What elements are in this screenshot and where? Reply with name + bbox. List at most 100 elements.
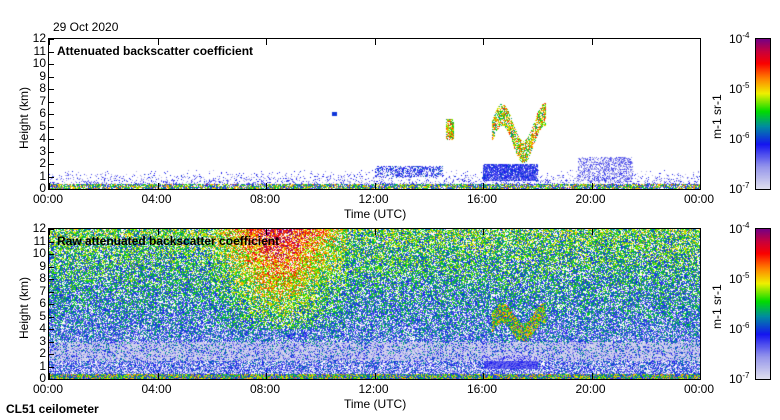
y-tick-label: 1 bbox=[39, 358, 46, 373]
colorbar-tick-exp: -4 bbox=[742, 221, 750, 230]
x-tick-label: 04:00 bbox=[141, 192, 172, 206]
x-axis-label: Time (UTC) bbox=[344, 207, 407, 221]
x-tick bbox=[700, 39, 701, 45]
colorbar-tick-label: 10-6 bbox=[729, 321, 749, 336]
x-tick-label: 00:00 bbox=[684, 192, 715, 206]
y-tick-label: 0 bbox=[39, 181, 46, 195]
y-tick bbox=[49, 176, 54, 178]
x-tick-label: 04:00 bbox=[141, 382, 172, 396]
x-tick-label: 20:00 bbox=[575, 382, 606, 396]
y-tick-label: 3 bbox=[39, 143, 46, 158]
colorbar-tick-exp: -6 bbox=[742, 321, 750, 330]
x-tick bbox=[591, 373, 593, 379]
x-tick bbox=[266, 229, 267, 235]
y-tick-label: 6 bbox=[39, 106, 46, 120]
y-tick bbox=[49, 51, 54, 53]
x-tick bbox=[700, 229, 701, 235]
colorbar-tick-base: 10 bbox=[729, 182, 743, 196]
x-tick bbox=[266, 373, 267, 379]
colorbar-tick-label: 10-7 bbox=[729, 371, 749, 386]
y-tick-label: 9 bbox=[39, 258, 46, 273]
y-tick bbox=[49, 366, 54, 368]
y-tick bbox=[49, 279, 54, 280]
x-tick bbox=[157, 183, 159, 189]
x-tick bbox=[374, 39, 376, 45]
y-tick bbox=[49, 229, 54, 230]
x-tick-label: 08:00 bbox=[250, 192, 281, 206]
y-tick-label: 1 bbox=[39, 168, 46, 183]
x-tick bbox=[700, 183, 701, 189]
y-tick bbox=[49, 304, 54, 305]
x-tick bbox=[49, 373, 50, 379]
y-tick bbox=[49, 39, 54, 40]
x-tick bbox=[157, 229, 159, 235]
y-tick-label: 6 bbox=[39, 296, 46, 310]
y-tick-label: 7 bbox=[39, 283, 46, 298]
y-tick-label: 9 bbox=[39, 68, 46, 83]
y-tick-label: 4 bbox=[39, 321, 46, 335]
instrument-label: CL51 ceilometer bbox=[6, 402, 99, 416]
x-tick bbox=[374, 183, 376, 189]
y-tick-label: 4 bbox=[39, 131, 46, 145]
x-tick-label: 12:00 bbox=[358, 382, 389, 396]
x-tick-label: 16:00 bbox=[467, 192, 498, 206]
colorbar-tick-exp: -7 bbox=[742, 371, 750, 380]
y-tick-label: 8 bbox=[39, 81, 46, 95]
y-tick bbox=[49, 341, 54, 343]
colorbar-tick-label: 10-6 bbox=[729, 131, 749, 146]
colorbar-tick-base: 10 bbox=[729, 82, 743, 96]
heatmap-canvas bbox=[49, 229, 700, 379]
colorbar-tick-exp: -5 bbox=[742, 271, 750, 280]
y-tick bbox=[49, 329, 54, 330]
y-tick bbox=[49, 139, 54, 140]
colorbar-frame bbox=[755, 38, 771, 190]
colorbar-tick-label: 10-7 bbox=[729, 181, 749, 196]
y-tick bbox=[49, 64, 54, 65]
x-tick bbox=[266, 183, 267, 189]
x-tick bbox=[483, 183, 484, 189]
colorbar-tick-exp: -4 bbox=[742, 31, 750, 40]
plot-frame bbox=[48, 38, 701, 190]
y-axis-label: Height (km) bbox=[17, 276, 31, 339]
colorbar bbox=[756, 229, 770, 379]
x-tick-label: 20:00 bbox=[575, 192, 606, 206]
y-tick bbox=[49, 254, 54, 255]
x-tick bbox=[591, 229, 593, 235]
colorbar-tick-base: 10 bbox=[729, 272, 743, 286]
y-tick-label: 5 bbox=[39, 118, 46, 133]
y-tick-label: 11 bbox=[33, 233, 46, 248]
y-tick-label: 7 bbox=[39, 93, 46, 108]
y-tick-label: 2 bbox=[39, 156, 46, 170]
y-tick bbox=[49, 164, 54, 165]
x-tick bbox=[483, 39, 484, 45]
x-tick bbox=[591, 39, 593, 45]
colorbar-label: m-1 sr-1 bbox=[710, 94, 724, 139]
colorbar-label: m-1 sr-1 bbox=[710, 284, 724, 329]
colorbar-tick-base: 10 bbox=[729, 372, 743, 386]
y-tick bbox=[49, 114, 54, 115]
y-tick bbox=[49, 354, 54, 355]
y-tick-label: 10 bbox=[32, 56, 46, 70]
y-tick-label: 5 bbox=[39, 308, 46, 323]
y-tick-label: 3 bbox=[39, 333, 46, 348]
heatmap-canvas bbox=[49, 39, 700, 189]
colorbar bbox=[756, 39, 770, 189]
plot-title: Attenuated backscatter coefficient bbox=[57, 44, 254, 58]
y-tick-label: 8 bbox=[39, 271, 46, 285]
y-axis-label: Height (km) bbox=[17, 86, 31, 149]
x-tick bbox=[157, 373, 159, 379]
colorbar-tick-exp: -7 bbox=[742, 181, 750, 190]
y-tick-label: 2 bbox=[39, 346, 46, 360]
colorbar-tick-exp: -6 bbox=[742, 131, 750, 140]
colorbar-tick-base: 10 bbox=[729, 132, 743, 146]
x-tick bbox=[700, 373, 701, 379]
x-axis-label: Time (UTC) bbox=[344, 397, 407, 411]
colorbar-frame bbox=[755, 228, 771, 380]
x-tick bbox=[374, 229, 376, 235]
x-tick-label: 00:00 bbox=[684, 382, 715, 396]
x-tick-label: 00:00 bbox=[33, 192, 64, 206]
x-tick bbox=[591, 183, 593, 189]
x-tick bbox=[157, 39, 159, 45]
plot-title: Raw attenuated backscatter coefficient bbox=[57, 234, 280, 248]
colorbar-tick-label: 10-5 bbox=[729, 271, 749, 286]
